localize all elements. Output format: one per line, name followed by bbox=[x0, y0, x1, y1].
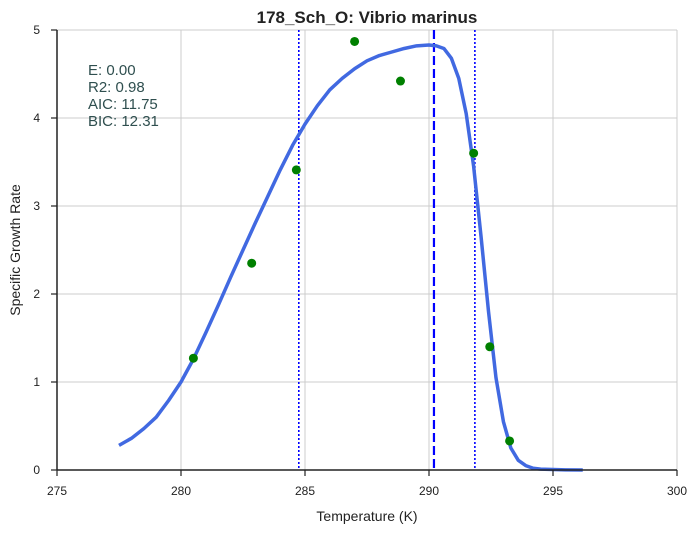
stat-bic: BIC: 12.31 bbox=[88, 113, 159, 130]
y-tick-label: 1 bbox=[33, 375, 40, 389]
stat-r2: R2: 0.98 bbox=[88, 79, 145, 96]
data-point bbox=[291, 165, 301, 175]
data-point bbox=[350, 36, 360, 46]
y-tick-label: 5 bbox=[33, 23, 40, 37]
stat-aic: AIC: 11.75 bbox=[88, 96, 158, 113]
y-tick-label: 3 bbox=[33, 199, 40, 213]
data-point bbox=[505, 436, 515, 446]
data-point bbox=[247, 258, 257, 268]
data-point bbox=[395, 76, 405, 86]
y-tick-label: 4 bbox=[33, 111, 40, 125]
axes bbox=[56, 30, 677, 471]
data-point bbox=[485, 342, 495, 352]
x-tick-label: 285 bbox=[295, 484, 315, 498]
x-tick-label: 280 bbox=[171, 484, 191, 498]
tick-labels: 275 280 285 290 295 300 0 1 2 3 4 5 bbox=[33, 23, 687, 498]
reference-lines bbox=[297, 30, 476, 470]
data-point bbox=[188, 353, 198, 363]
fit-curve bbox=[118, 43, 583, 472]
fit-curve-layer bbox=[118, 43, 583, 472]
x-tick-label: 290 bbox=[419, 484, 439, 498]
x-tick-label: 295 bbox=[543, 484, 563, 498]
stat-e: E: 0.00 bbox=[88, 62, 136, 79]
x-tick-label: 300 bbox=[667, 484, 687, 498]
y-tick-label: 0 bbox=[33, 463, 40, 477]
data-points bbox=[188, 36, 515, 446]
chart-title: 178_Sch_O: Vibrio marinus bbox=[257, 8, 478, 27]
stats-annotation: E: 0.00 R2: 0.98 AIC: 11.75 BIC: 12.31 bbox=[88, 62, 159, 130]
x-axis-label: Temperature (K) bbox=[316, 508, 417, 524]
y-axis-label: Specific Growth Rate bbox=[7, 184, 23, 316]
y-tick-label: 2 bbox=[33, 287, 40, 301]
x-tick-label: 275 bbox=[47, 484, 67, 498]
data-point bbox=[469, 148, 479, 158]
